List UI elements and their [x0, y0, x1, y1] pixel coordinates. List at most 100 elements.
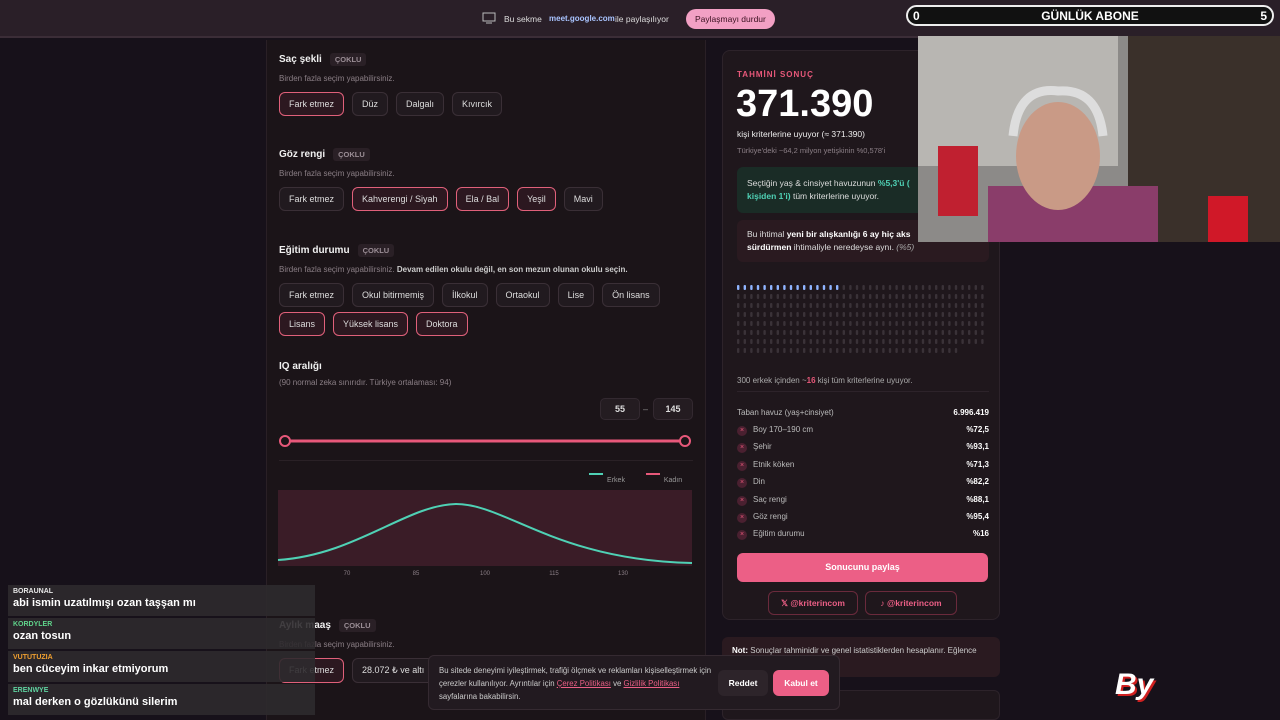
iq-min-input[interactable]: 55 — [600, 398, 640, 420]
option-pill[interactable]: Yüksek lisans — [333, 312, 409, 336]
person-icon — [862, 348, 865, 353]
note-text: Sonuçlar tahminidir ve genel istatistikl… — [750, 646, 977, 655]
criteria-name-wrap: × Göz rengi — [737, 512, 788, 523]
person-icon — [961, 294, 964, 299]
person-icon — [895, 312, 898, 317]
option-pill[interactable]: Fark etmez — [279, 283, 345, 307]
option-pill[interactable]: Lisans — [279, 312, 326, 336]
person-icon — [875, 330, 878, 335]
criteria-value: %88,1 — [966, 494, 989, 504]
person-icon — [948, 303, 951, 308]
slider-handle[interactable] — [279, 435, 291, 447]
criteria-name: Şehir — [753, 442, 772, 452]
tiktok-link[interactable]: ♪ @kriterincom — [865, 591, 957, 615]
person-icon — [928, 285, 931, 290]
person-icon — [750, 339, 753, 344]
person-icon — [954, 294, 958, 299]
iq-chart: 70 85 100 115 130 Erkek Kadın — [277, 435, 693, 577]
person-icon — [776, 303, 779, 308]
person-icon — [776, 339, 779, 344]
link[interactable]: Çerez Politikası — [556, 679, 611, 688]
person-icon — [928, 321, 931, 326]
x-icon: × — [737, 495, 747, 506]
option-pill[interactable]: Okul bitirmemiş — [352, 283, 435, 307]
share-button[interactable]: Sonucunu paylaş — [737, 553, 988, 582]
person-icon — [763, 339, 766, 344]
highlight: %5,3'ü ( — [877, 178, 910, 188]
person-icon — [783, 348, 786, 353]
criteria-row: × Boy 170–190 cm %72,5 — [737, 425, 989, 436]
person-icon — [789, 312, 793, 317]
person-icon — [796, 321, 799, 326]
x-link[interactable]: 𝕏 @kriterincom — [768, 591, 858, 615]
person-icon — [928, 312, 931, 317]
criteria-name: Eğitim durumu — [753, 529, 805, 539]
option-pill[interactable]: Doktora — [416, 312, 468, 336]
options: Fark etmez Okul bitirmemiş İlkokul Ortaokul… — [279, 283, 699, 336]
person-icon — [902, 321, 905, 326]
person-icon — [809, 330, 812, 335]
person-icon — [809, 339, 812, 344]
option-pill[interactable]: Ortaokul — [495, 283, 550, 307]
accept-button[interactable]: Kabul et — [773, 670, 829, 696]
person-icon — [737, 321, 740, 326]
person-icon — [974, 312, 977, 317]
option-pill[interactable]: İlkokul — [442, 283, 488, 307]
option-pill[interactable]: Düz — [352, 92, 389, 116]
person-icon — [796, 348, 799, 353]
x-icon: × — [737, 530, 747, 541]
person-icon — [921, 348, 925, 353]
person-icon — [895, 339, 898, 344]
text: ve — [610, 679, 624, 688]
person-icon — [902, 294, 905, 299]
option-pill[interactable]: 28.072 ₺ ve altı — [352, 658, 435, 683]
iq-max-input[interactable]: 145 — [653, 398, 693, 420]
result-sub: kişi kriterlerine uyuyor (≈ 371.390) — [737, 129, 865, 139]
person-icon — [770, 330, 773, 335]
person-icon — [816, 285, 819, 290]
option-pill[interactable]: Dalgalı — [396, 92, 445, 116]
person-icon — [888, 348, 892, 353]
text: sayfalarına bakabilirsin. — [439, 692, 521, 701]
option-pill[interactable]: Ön lisans — [602, 283, 660, 307]
webcam — [918, 36, 1280, 242]
hint: Birden fazla seçim yapabilirsiniz. — [279, 265, 395, 274]
option-pill[interactable]: Fark etmez — [279, 92, 345, 116]
link[interactable]: Gizlilik Politikası — [623, 679, 680, 688]
chat-message: ERENWYE mal derken o gözlükünü silerim — [8, 684, 315, 715]
person-icon — [974, 303, 977, 308]
person-icon — [908, 330, 911, 335]
hint: Birden fazla seçim yapabilirsiniz. — [279, 74, 395, 83]
person-icon — [908, 348, 911, 353]
person-icon — [882, 285, 885, 290]
person-icon — [776, 294, 779, 299]
person-icon — [954, 330, 958, 335]
x-tick-label: 115 — [549, 571, 559, 577]
option-pill[interactable]: Kıvırcık — [452, 92, 503, 116]
person-icon — [842, 348, 845, 353]
slider-handle[interactable] — [679, 435, 691, 447]
option-pill[interactable]: Yeşil — [517, 187, 556, 211]
person-icon — [855, 348, 859, 353]
option-pill[interactable]: Fark etmez — [279, 187, 345, 211]
option-pill[interactable]: Lise — [557, 283, 595, 307]
section-title: Göz rengi — [279, 149, 326, 160]
criteria-name-wrap: × Etnik köken — [737, 460, 794, 471]
text: tüm kriterlerine uyuyor. — [790, 191, 879, 201]
person-icon — [915, 303, 918, 308]
person-icon — [915, 294, 918, 299]
person-icon — [882, 330, 885, 335]
person-icon — [981, 303, 984, 308]
option-pill[interactable]: Mavi — [563, 187, 603, 211]
option-pill[interactable]: Ela / Bal — [455, 187, 510, 211]
person-icon — [855, 294, 859, 299]
person-icon — [888, 330, 892, 335]
person-icon — [935, 348, 938, 353]
option-pill[interactable]: Kahverengi / Siyah — [352, 187, 448, 211]
italic: (%5) — [896, 242, 915, 252]
person-icon — [928, 303, 931, 308]
text: Bu ihtimal — [747, 229, 787, 239]
person-icon — [981, 312, 984, 317]
reject-button[interactable]: Reddet — [718, 670, 768, 696]
stop-share-button[interactable]: Paylaşmayı durdur — [686, 9, 775, 29]
